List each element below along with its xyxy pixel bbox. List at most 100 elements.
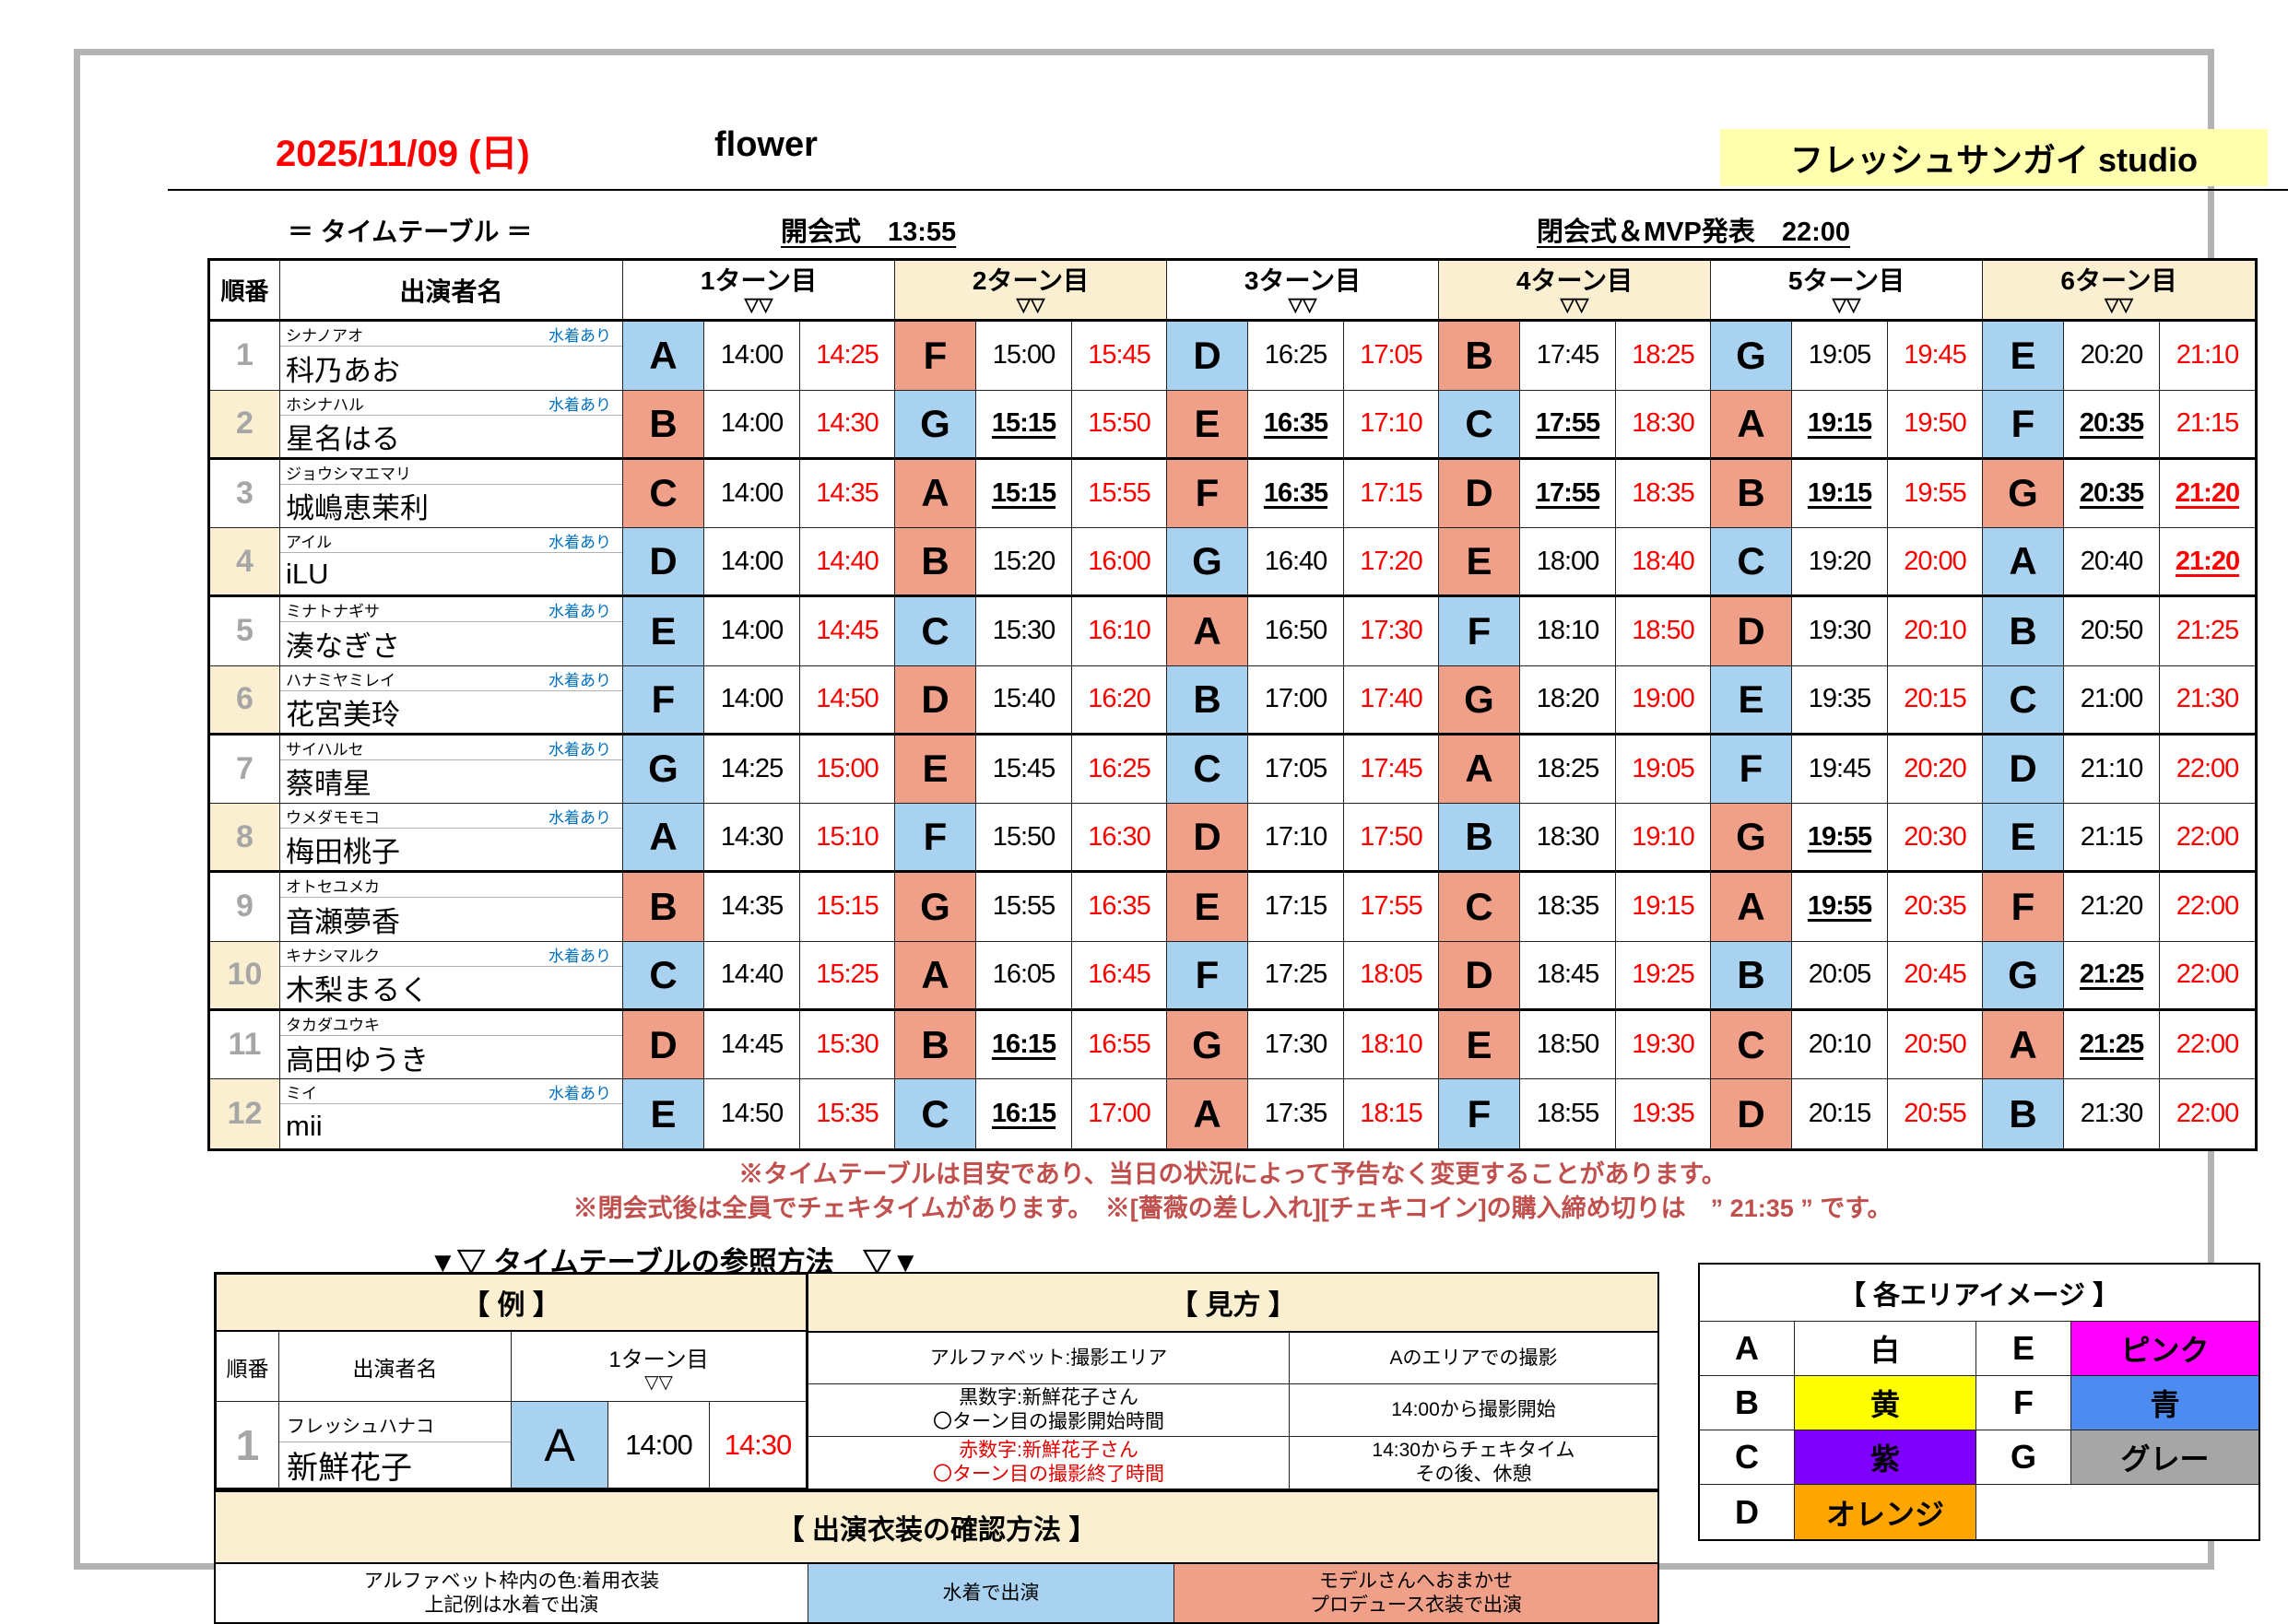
area-cell: A: [895, 941, 976, 1011]
performer-cell: ミナトナギサ 水着あり 湊なぎさ: [280, 596, 623, 666]
area-cell: F: [1439, 1079, 1520, 1148]
end-time: 21:30: [2160, 666, 2255, 736]
start-time: 15:55: [976, 873, 1072, 942]
turn-sub-label: ▽▽: [1832, 294, 1861, 315]
area-legend-row: C 紫 G グレー: [1700, 1430, 2259, 1485]
area-cell: C: [1167, 735, 1248, 805]
start-time: 16:35: [1248, 390, 1344, 460]
closing-ceremony-time: 閉会式＆MVP発表 22:00: [1537, 218, 1851, 247]
swimsuit-note: 水着あり: [548, 740, 611, 759]
end-time: 19:00: [1616, 665, 1711, 736]
area-legend-title: 【 各エリアイメージ 】: [1700, 1265, 2259, 1322]
start-time: 21:10: [2064, 735, 2160, 805]
end-time: 22:00: [2160, 942, 2255, 1011]
guide-row: アルファベット:撮影エリア Aのエリアでの撮影: [808, 1333, 1657, 1385]
area-cell: F: [895, 322, 976, 391]
example-area-cell: A: [512, 1402, 608, 1488]
start-time: 20:40: [2064, 528, 2160, 597]
end-time: 14:40: [800, 528, 895, 597]
start-time: 17:55: [1520, 459, 1616, 529]
start-time: 19:20: [1792, 528, 1888, 597]
performer-furigana: ウメダモモコ: [286, 809, 380, 828]
end-time: 21:10: [2160, 322, 2255, 391]
swimsuit-note: 水着あり: [548, 809, 611, 828]
performer-name: mii: [286, 1110, 323, 1143]
end-time: 20:10: [1888, 596, 1983, 666]
end-time: 14:25: [800, 322, 895, 391]
start-time: 21:15: [2064, 804, 2160, 874]
start-time: 19:15: [1792, 459, 1888, 529]
outfit-legend-row: アルファベット枠内の色:着用衣装 上記例は水着で出演 水着で出演 モデルさんへお…: [216, 1564, 1657, 1622]
turn-sub-label: ▽▽: [1016, 294, 1045, 315]
area-cell: B: [1167, 665, 1248, 736]
turn-column-header: 3ターン目 ▽▽: [1167, 261, 1439, 322]
start-time: 20:35: [2064, 390, 2160, 460]
start-time: 19:55: [1792, 873, 1888, 942]
timetable-row: 5 ミナトナギサ 水着あり 湊なぎさ E 14:00 14:45 C 15:30 16:10 A 16…: [210, 596, 2255, 666]
start-time: 14:00: [704, 665, 800, 736]
guide-example: 14:30からチェキタイム その後、休憩: [1372, 1439, 1575, 1485]
area-cell: C: [623, 459, 704, 529]
end-time: 21:20: [2160, 528, 2255, 597]
area-cell: A: [623, 804, 704, 874]
start-time: 20:15: [1792, 1079, 1888, 1148]
performer-furigana: ハナミヤミレイ: [286, 671, 395, 689]
start-time: 20:20: [2064, 322, 2160, 391]
start-time: 15:45: [976, 735, 1072, 805]
end-time: 19:35: [1616, 1079, 1711, 1148]
area-cell: D: [1439, 459, 1520, 529]
start-time: 15:15: [976, 390, 1072, 460]
order-column-header: 順番: [210, 261, 280, 322]
turn-sub-label: ▽▽: [2105, 294, 2133, 315]
end-time: 18:50: [1616, 596, 1711, 666]
area-cell: A: [895, 459, 976, 529]
end-time: 16:00: [1072, 528, 1167, 597]
end-time: 17:00: [1072, 1079, 1167, 1148]
start-time: 17:25: [1248, 941, 1344, 1011]
end-time: 19:50: [1888, 390, 1983, 460]
performer-furigana: オトセユメカ: [286, 878, 380, 897]
area-cell: D: [1439, 941, 1520, 1011]
area-cell: E: [1983, 804, 2064, 874]
area-cell: C: [623, 941, 704, 1011]
example-order-header: 順番: [217, 1332, 279, 1402]
turn-label: 1ターン目: [700, 265, 818, 295]
end-time: 17:40: [1344, 665, 1439, 736]
swimsuit-note: 水着あり: [548, 671, 611, 689]
timetable-row: 8 ウメダモモコ 水着あり 梅田桃子 A 14:30 15:10 F 15:50 16:30 D 17…: [210, 804, 2255, 874]
timetable-header-row: 順番 出演者名 1ターン目 ▽▽ 2ターン目 ▽▽ 3ターン目 ▽▽ 4ターン目 ▽▽ 5ターン目 ▽…: [210, 261, 2255, 322]
start-time: 15:30: [976, 596, 1072, 666]
furigana-line: ジョウシマエマリ: [280, 460, 622, 485]
area-cell: F: [1167, 459, 1248, 529]
end-time: 14:35: [800, 459, 895, 529]
start-time: 16:15: [976, 1010, 1072, 1080]
area-cell: G: [1167, 1010, 1248, 1080]
timetable-row: 10 キナシマルク 水着あり 木梨まるく C 14:40 15:25 A 16:05 16:45 F…: [210, 941, 2255, 1011]
example-performer-name: 新鮮花子: [287, 1451, 412, 1486]
row-number: 11: [210, 1010, 280, 1080]
start-time: 19:15: [1792, 390, 1888, 460]
row-number: 2: [210, 390, 280, 460]
area-cell: C: [1711, 1010, 1792, 1080]
example-end-time: 14:30: [724, 1428, 793, 1461]
start-time: 18:25: [1520, 735, 1616, 805]
end-time: 19:15: [1616, 873, 1711, 942]
end-time: 20:45: [1888, 941, 1983, 1011]
end-time: 16:45: [1072, 941, 1167, 1011]
guide-example: Aのエリアでの撮影: [1290, 1333, 1657, 1385]
area-cell: F: [895, 804, 976, 874]
start-time: 15:20: [976, 528, 1072, 597]
area-cell: C: [1439, 390, 1520, 460]
example-data-row: 1 フレッシュハナコ 新鮮花子 A 14:00 14:30: [217, 1402, 806, 1488]
performer-furigana: タカダユウキ: [286, 1016, 380, 1034]
area-color-label: ピンク: [2071, 1322, 2259, 1376]
page-frame: 2025/11/09 (日) flower フレッシュサンガイ studio ＝…: [74, 49, 2288, 1624]
start-time: 17:15: [1248, 873, 1344, 942]
start-time: 18:45: [1520, 941, 1616, 1011]
end-time: 19:05: [1616, 735, 1711, 805]
area-cell: A: [623, 322, 704, 391]
end-time: 15:00: [800, 735, 895, 805]
start-time: 18:10: [1520, 596, 1616, 666]
area-color-label: 青: [2071, 1376, 2259, 1430]
row-number: 6: [210, 665, 280, 736]
